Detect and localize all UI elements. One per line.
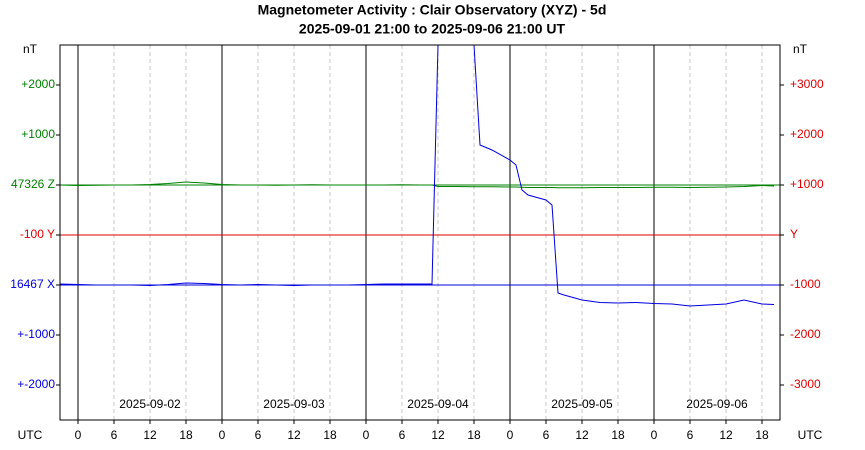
y-axis-label: nT — [23, 42, 38, 56]
x-tick-label: 6 — [399, 428, 406, 442]
x-axis-label: UTC — [798, 428, 823, 442]
y2-tick-label: -2000 — [790, 327, 821, 341]
y2-tick-label: +1000 — [790, 177, 824, 191]
x-axis-label: UTC — [18, 428, 43, 442]
series-line — [60, 45, 775, 307]
chart-title: Magnetometer Activity : Clair Observator… — [258, 2, 607, 18]
x-tick-label: 18 — [179, 428, 193, 442]
x-tick-label: 6 — [687, 428, 694, 442]
x-tick-label: 0 — [363, 428, 370, 442]
y-tick-label: +2000 — [21, 77, 55, 91]
x-tick-label: 18 — [755, 428, 769, 442]
y2-axis-label: nT — [793, 42, 808, 56]
x-tick-label: 0 — [75, 428, 82, 442]
x-tick-label: 12 — [143, 428, 157, 442]
y2-tick-label: +3000 — [790, 77, 824, 91]
x-tick-label: 6 — [111, 428, 118, 442]
series-line — [60, 181, 775, 189]
x-tick-label: 12 — [431, 428, 445, 442]
x-tick-label: 18 — [611, 428, 625, 442]
y-tick-label: +-1000 — [17, 327, 55, 341]
x-tick-label: 6 — [255, 428, 262, 442]
y2-tick-label: +2000 — [790, 127, 824, 141]
y-tick-label: 16467 X — [10, 277, 55, 291]
day-label: 2025-09-05 — [551, 397, 613, 411]
x-tick-label: 18 — [467, 428, 481, 442]
y-tick-label: 47326 Z — [11, 177, 55, 191]
x-tick-label: 12 — [719, 428, 733, 442]
y2-tick-label: -3000 — [790, 377, 821, 391]
y-tick-label: +1000 — [21, 127, 55, 141]
x-tick-label: 6 — [543, 428, 550, 442]
x-tick-label: 0 — [651, 428, 658, 442]
day-label: 2025-09-04 — [407, 397, 469, 411]
day-label: 2025-09-06 — [686, 397, 748, 411]
chart-subtitle: 2025-09-01 21:00 to 2025-09-06 21:00 UT — [299, 21, 566, 37]
x-tick-label: 12 — [287, 428, 301, 442]
x-tick-label: 0 — [507, 428, 514, 442]
y2-tick-label: Y — [790, 227, 798, 241]
y2-tick-label: -1000 — [790, 277, 821, 291]
day-label: 2025-09-02 — [119, 397, 181, 411]
plot-frame — [59, 44, 781, 421]
y-tick-label: +-2000 — [17, 377, 55, 391]
x-tick-label: 18 — [323, 428, 337, 442]
x-tick-label: 12 — [575, 428, 589, 442]
y-tick-label: -100 Y — [20, 227, 55, 241]
day-label: 2025-09-03 — [263, 397, 325, 411]
x-tick-label: 0 — [219, 428, 226, 442]
